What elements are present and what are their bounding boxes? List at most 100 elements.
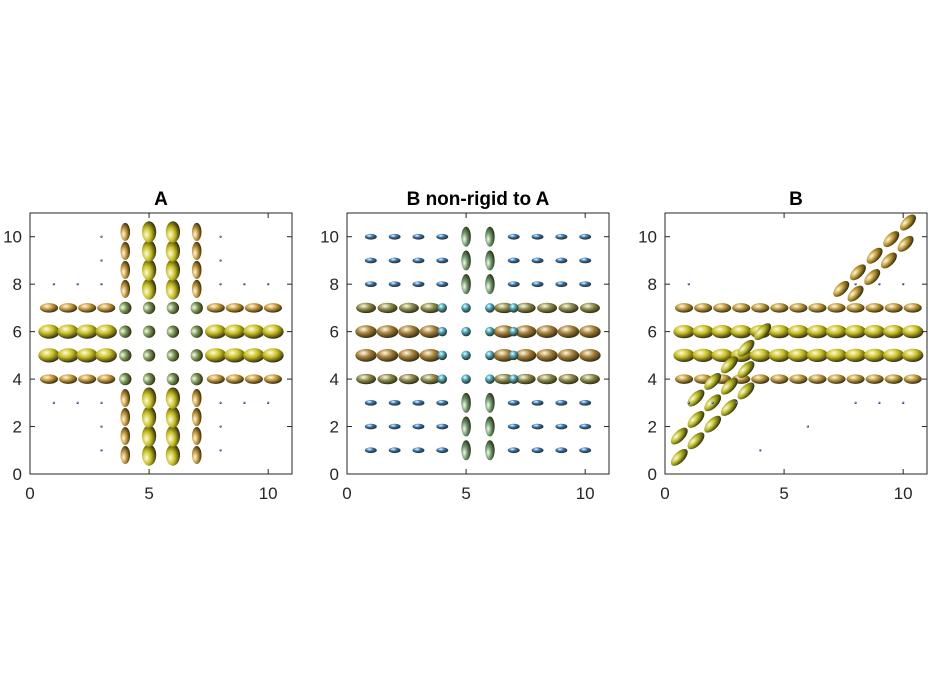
glyph (243, 401, 246, 405)
glyph (141, 406, 157, 428)
glyph (412, 233, 425, 240)
glyph (768, 348, 791, 363)
glyph (508, 350, 519, 361)
glyph (165, 387, 181, 409)
glyph (59, 303, 78, 313)
glyph (191, 445, 202, 465)
glyph (749, 348, 771, 363)
glyph (485, 350, 495, 361)
glyph (100, 235, 103, 238)
glyph (243, 324, 265, 339)
glyph (901, 282, 905, 286)
glyph (694, 303, 713, 313)
glyph (557, 325, 580, 339)
glyph (52, 282, 56, 286)
glyph (558, 302, 579, 314)
glyph (485, 326, 495, 337)
glyph (166, 372, 180, 386)
glyph (436, 399, 449, 406)
glyph (142, 349, 156, 362)
glyph (673, 348, 695, 363)
glyph (219, 401, 222, 405)
glyph (205, 324, 227, 339)
glyph (508, 303, 519, 313)
glyph (808, 374, 827, 384)
glyph (536, 325, 558, 339)
glyph (485, 392, 495, 413)
glyph (78, 303, 97, 313)
glyph (508, 326, 519, 337)
glyph (711, 401, 714, 405)
glyph (579, 257, 592, 264)
glyph (704, 415, 722, 433)
glyph (120, 241, 131, 261)
glyph (507, 399, 520, 406)
glyph (40, 303, 59, 313)
glyph (206, 303, 225, 313)
glyph (899, 214, 916, 231)
glyph (806, 348, 829, 363)
glyph (52, 401, 56, 405)
glyph (461, 274, 471, 295)
glyph (364, 233, 377, 240)
x-tick-label: 0 (342, 484, 351, 503)
glyph (555, 447, 568, 454)
glyph (493, 348, 515, 362)
glyph (142, 372, 156, 386)
glyph (165, 221, 181, 243)
glyph (100, 449, 103, 452)
glyph (673, 324, 695, 339)
glyph (844, 324, 867, 339)
glyph (40, 374, 59, 384)
glyph (412, 281, 425, 288)
glyph (720, 377, 738, 395)
glyph (356, 302, 377, 314)
glyph (687, 282, 691, 286)
glyph (555, 233, 568, 240)
glyph (120, 222, 131, 242)
glyph (846, 303, 865, 313)
glyph (262, 324, 284, 339)
glyph (97, 374, 116, 384)
glyph (897, 235, 914, 252)
y-tick-label: 2 (330, 418, 339, 437)
glyph (388, 447, 401, 454)
glyph (120, 389, 131, 408)
glyph (751, 303, 770, 313)
glyph (903, 303, 922, 313)
chart-title: B non-rigid to A (407, 189, 550, 210)
glyph (76, 282, 79, 286)
glyph (166, 325, 180, 338)
glyph (376, 325, 399, 339)
glyph (100, 401, 103, 405)
glyph (789, 374, 808, 384)
glyph (670, 427, 688, 445)
glyph (806, 324, 829, 339)
glyph (737, 382, 755, 400)
glyph (687, 432, 705, 450)
glyph (461, 303, 471, 313)
glyph (191, 426, 202, 446)
glyph (704, 373, 722, 390)
glyph (419, 325, 442, 339)
glyph (461, 350, 471, 361)
glyph (461, 250, 471, 271)
glyph (436, 281, 449, 288)
y-tick-label: 10 (638, 228, 657, 247)
glyph (420, 373, 441, 385)
y-tick-label: 2 (648, 418, 657, 437)
glyph (494, 302, 515, 314)
glyph (388, 257, 401, 264)
glyph (191, 389, 202, 408)
glyph (901, 401, 905, 405)
glyph (770, 303, 789, 313)
glyph (376, 348, 399, 362)
chart-title: A (154, 189, 168, 210)
glyph (579, 281, 592, 288)
y-tick-label: 6 (330, 323, 339, 342)
glyph (436, 233, 449, 240)
glyph (720, 356, 738, 374)
glyph (485, 303, 495, 313)
